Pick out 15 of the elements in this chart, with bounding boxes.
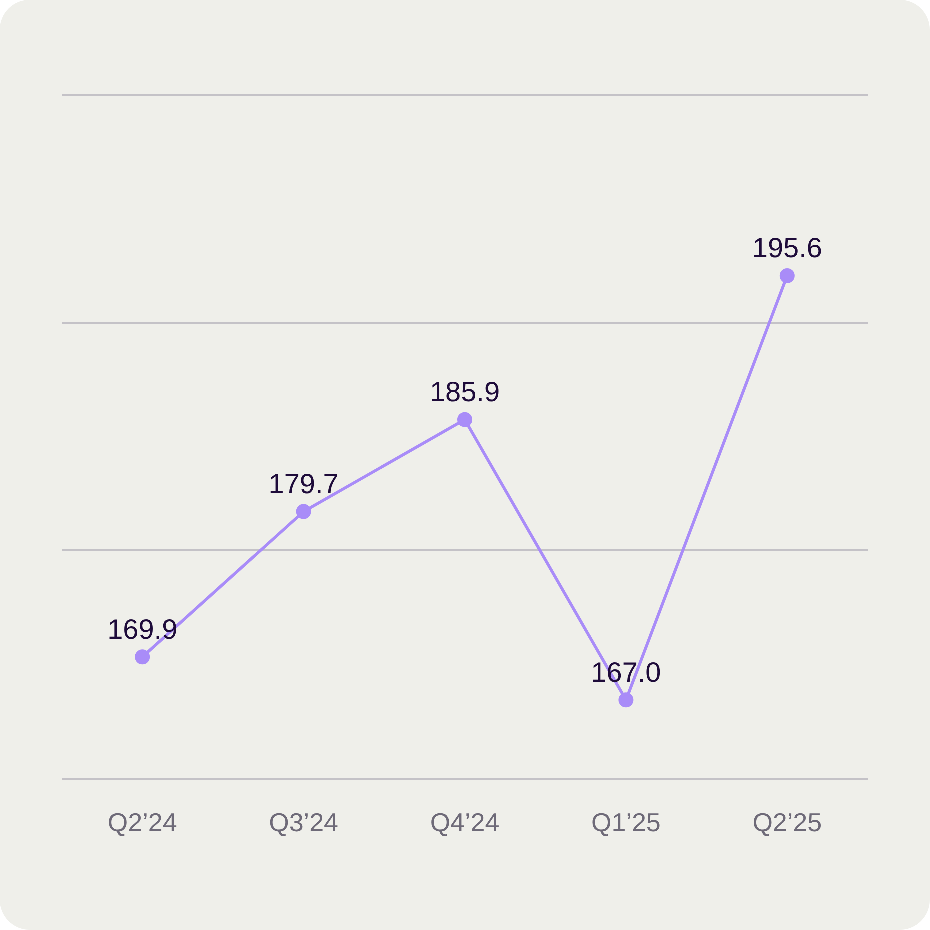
data-label: 169.9 [108,614,178,645]
x-tick-label: Q4’24 [430,808,500,838]
x-tick-label: Q2’25 [752,808,822,838]
data-label: 185.9 [430,376,500,408]
data-label: 195.6 [752,232,822,264]
x-tick-label: Q3’24 [269,808,338,838]
point [458,412,472,428]
point [135,650,150,665]
point [780,268,795,284]
data-label: 179.7 [268,468,339,500]
x-tick-label: Q2’24 [108,808,178,838]
point [296,504,312,520]
point [618,692,634,708]
data-label: 167.0 [591,656,662,688]
x-tick-label: Q1’25 [592,808,661,838]
